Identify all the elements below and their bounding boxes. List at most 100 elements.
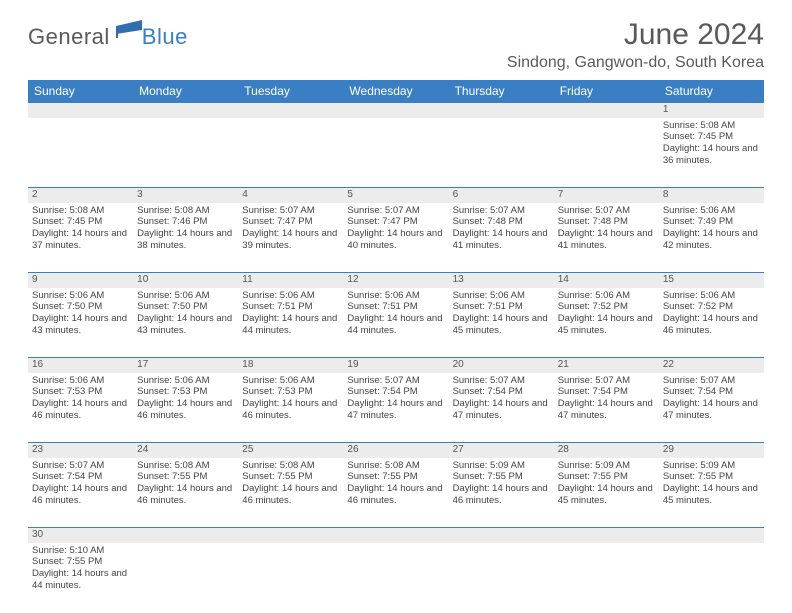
- daylight-line: Daylight: 14 hours and 37 minutes.: [32, 228, 129, 252]
- logo-text-general: General: [28, 24, 110, 50]
- daynum-row: 16171819202122: [28, 358, 764, 373]
- daynum-cell: [449, 528, 554, 543]
- daynum-cell: 28: [554, 443, 659, 458]
- sunrise-line: Sunrise: 5:07 AM: [453, 205, 550, 217]
- day-cell: [133, 543, 238, 613]
- day-cell: Sunrise: 5:07 AMSunset: 7:54 PMDaylight:…: [449, 373, 554, 443]
- sunset-line: Sunset: 7:50 PM: [32, 301, 129, 313]
- day-header: Monday: [133, 80, 238, 103]
- sunset-line: Sunset: 7:50 PM: [137, 301, 234, 313]
- sunrise-line: Sunrise: 5:08 AM: [347, 460, 444, 472]
- content-row: Sunrise: 5:08 AMSunset: 7:45 PMDaylight:…: [28, 203, 764, 273]
- daylight-line: Daylight: 14 hours and 46 minutes.: [347, 483, 444, 507]
- daylight-line: Daylight: 14 hours and 44 minutes.: [32, 568, 129, 592]
- sunrise-line: Sunrise: 5:06 AM: [453, 290, 550, 302]
- daynum-row: 9101112131415: [28, 273, 764, 288]
- title-block: June 2024 Sindong, Gangwon-do, South Kor…: [507, 18, 764, 72]
- daynum-cell: 6: [449, 188, 554, 203]
- daynum-cell: 16: [28, 358, 133, 373]
- daynum-cell: 7: [554, 188, 659, 203]
- content-row: Sunrise: 5:08 AMSunset: 7:45 PMDaylight:…: [28, 118, 764, 188]
- sunset-line: Sunset: 7:54 PM: [558, 386, 655, 398]
- sunrise-line: Sunrise: 5:07 AM: [558, 205, 655, 217]
- daynum-row: 30: [28, 528, 764, 543]
- daynum-cell: 19: [343, 358, 448, 373]
- sunrise-line: Sunrise: 5:08 AM: [663, 120, 760, 132]
- daylight-line: Daylight: 14 hours and 46 minutes.: [137, 483, 234, 507]
- sunrise-line: Sunrise: 5:06 AM: [32, 375, 129, 387]
- day-header-row: SundayMondayTuesdayWednesdayThursdayFrid…: [28, 80, 764, 103]
- day-cell: [343, 118, 448, 188]
- daynum-cell: [343, 528, 448, 543]
- day-header: Wednesday: [343, 80, 448, 103]
- daynum-cell: 29: [659, 443, 764, 458]
- day-cell: Sunrise: 5:07 AMSunset: 7:48 PMDaylight:…: [554, 203, 659, 273]
- sunset-line: Sunset: 7:52 PM: [558, 301, 655, 313]
- daylight-line: Daylight: 14 hours and 46 minutes.: [242, 398, 339, 422]
- daynum-cell: 15: [659, 273, 764, 288]
- sunset-line: Sunset: 7:51 PM: [453, 301, 550, 313]
- sunrise-line: Sunrise: 5:09 AM: [453, 460, 550, 472]
- daynum-cell: 12: [343, 273, 448, 288]
- daylight-line: Daylight: 14 hours and 47 minutes.: [347, 398, 444, 422]
- sunrise-line: Sunrise: 5:07 AM: [558, 375, 655, 387]
- sunset-line: Sunset: 7:55 PM: [347, 471, 444, 483]
- daynum-cell: 11: [238, 273, 343, 288]
- sunrise-line: Sunrise: 5:07 AM: [242, 205, 339, 217]
- month-title: June 2024: [507, 18, 764, 52]
- daynum-cell: 21: [554, 358, 659, 373]
- sunset-line: Sunset: 7:55 PM: [32, 556, 129, 568]
- header: General Blue June 2024 Sindong, Gangwon-…: [28, 18, 764, 72]
- sunset-line: Sunset: 7:45 PM: [32, 216, 129, 228]
- daylight-line: Daylight: 14 hours and 43 minutes.: [137, 313, 234, 337]
- daylight-line: Daylight: 14 hours and 46 minutes.: [32, 398, 129, 422]
- sunset-line: Sunset: 7:54 PM: [32, 471, 129, 483]
- day-cell: [449, 543, 554, 613]
- sunrise-line: Sunrise: 5:06 AM: [242, 375, 339, 387]
- daynum-cell: [28, 103, 133, 118]
- daynum-cell: 5: [343, 188, 448, 203]
- daynum-cell: 23: [28, 443, 133, 458]
- day-header: Friday: [554, 80, 659, 103]
- daylight-line: Daylight: 14 hours and 46 minutes.: [32, 483, 129, 507]
- sunrise-line: Sunrise: 5:06 AM: [137, 290, 234, 302]
- daynum-cell: 30: [28, 528, 133, 543]
- calendar-table: SundayMondayTuesdayWednesdayThursdayFrid…: [28, 80, 764, 613]
- daynum-cell: [238, 528, 343, 543]
- sunrise-line: Sunrise: 5:07 AM: [663, 375, 760, 387]
- day-header: Tuesday: [238, 80, 343, 103]
- daynum-row: 2345678: [28, 188, 764, 203]
- day-cell: Sunrise: 5:07 AMSunset: 7:54 PMDaylight:…: [554, 373, 659, 443]
- daynum-cell: 24: [133, 443, 238, 458]
- flag-icon: [116, 18, 142, 44]
- sunrise-line: Sunrise: 5:06 AM: [663, 290, 760, 302]
- day-cell: Sunrise: 5:08 AMSunset: 7:45 PMDaylight:…: [659, 118, 764, 188]
- daynum-cell: 8: [659, 188, 764, 203]
- sunset-line: Sunset: 7:55 PM: [453, 471, 550, 483]
- daylight-line: Daylight: 14 hours and 45 minutes.: [663, 483, 760, 507]
- sunset-line: Sunset: 7:55 PM: [137, 471, 234, 483]
- daynum-cell: 1: [659, 103, 764, 118]
- day-cell: Sunrise: 5:09 AMSunset: 7:55 PMDaylight:…: [554, 458, 659, 528]
- sunrise-line: Sunrise: 5:08 AM: [137, 205, 234, 217]
- sunset-line: Sunset: 7:49 PM: [663, 216, 760, 228]
- day-cell: Sunrise: 5:06 AMSunset: 7:51 PMDaylight:…: [449, 288, 554, 358]
- sunrise-line: Sunrise: 5:08 AM: [32, 205, 129, 217]
- daylight-line: Daylight: 14 hours and 45 minutes.: [453, 313, 550, 337]
- daynum-cell: 17: [133, 358, 238, 373]
- day-cell: Sunrise: 5:07 AMSunset: 7:54 PMDaylight:…: [28, 458, 133, 528]
- daynum-cell: 10: [133, 273, 238, 288]
- sunset-line: Sunset: 7:55 PM: [558, 471, 655, 483]
- sunrise-line: Sunrise: 5:06 AM: [32, 290, 129, 302]
- sunrise-line: Sunrise: 5:07 AM: [453, 375, 550, 387]
- daylight-line: Daylight: 14 hours and 43 minutes.: [32, 313, 129, 337]
- sunrise-line: Sunrise: 5:06 AM: [558, 290, 655, 302]
- sunrise-line: Sunrise: 5:07 AM: [347, 205, 444, 217]
- day-cell: Sunrise: 5:08 AMSunset: 7:45 PMDaylight:…: [28, 203, 133, 273]
- sunset-line: Sunset: 7:52 PM: [663, 301, 760, 313]
- daynum-row: 23242526272829: [28, 443, 764, 458]
- sunset-line: Sunset: 7:47 PM: [242, 216, 339, 228]
- day-cell: [449, 118, 554, 188]
- daylight-line: Daylight: 14 hours and 46 minutes.: [663, 313, 760, 337]
- day-cell: Sunrise: 5:08 AMSunset: 7:46 PMDaylight:…: [133, 203, 238, 273]
